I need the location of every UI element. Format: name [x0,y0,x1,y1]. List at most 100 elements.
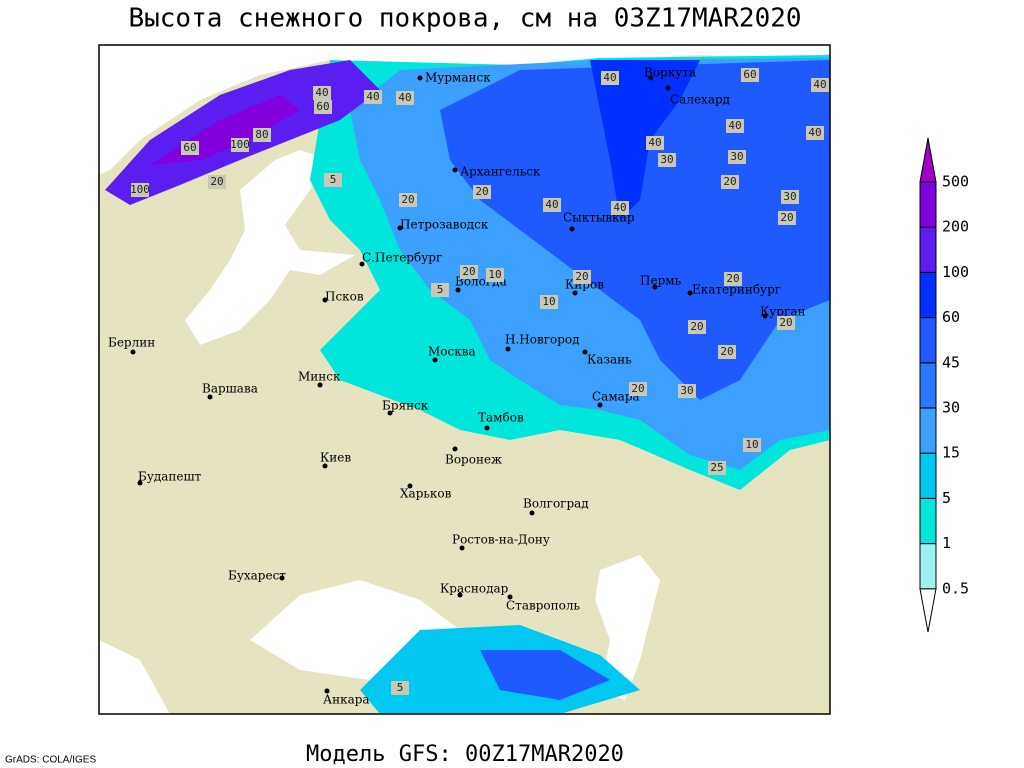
legend-label: 30 [942,399,960,417]
legend-arrow-bottom [919,588,937,633]
city-dot [529,510,535,516]
contour-label-box [573,270,591,284]
contour-label: 20 [631,382,644,395]
contour-label: 20 [690,320,703,333]
city-dot [397,225,403,231]
city-label: Будапешт [138,470,202,484]
city-label: Ставрополь [506,599,580,613]
city-dot [452,446,458,452]
legend-swatch [919,452,937,499]
contour-label-box [391,681,409,695]
contour-label: 40 [808,126,821,139]
city-dot [387,410,393,416]
city-dot [130,349,136,355]
city-label: Псков [325,290,364,304]
city-label: Курган [760,305,805,319]
contour-label: 20 [726,272,739,285]
city-label: С.Петербург [362,251,442,265]
city-label: Воркута [644,66,696,80]
contour-label: 20 [575,270,588,283]
contour-label: 40 [315,86,328,99]
city-dot [762,313,768,319]
legend-label: 45 [942,353,960,371]
contour-label: 20 [462,265,475,278]
contour-label: 20 [401,193,414,206]
map: Мурманск ВоркутаСалехардАрхангельскСыктыв… [98,44,831,715]
baltic-sea [185,150,355,345]
contour-label-box [314,100,332,114]
contour-label-box [726,119,744,133]
contour-label: 25 [710,461,723,474]
city-dot [452,167,458,173]
contour-label-box [781,190,799,204]
contour-label: 10 [488,268,501,281]
city-label: Бухарест [228,569,286,583]
contour-label: 80 [255,128,268,141]
contour-label: 10 [542,295,555,308]
contour-label-box [728,150,746,164]
contour-label-box [324,173,342,187]
contour-label: 5 [330,173,337,186]
city-dot [597,402,603,408]
contour-label-box [399,193,417,207]
title: Высота снежного покрова, см на 03Z17MAR2… [128,4,801,34]
city-label: Воронеж [445,453,502,467]
legend-swatch [919,181,937,228]
city-dot [432,357,438,363]
cities: Мурманск ВоркутаСалехардАрхангельскСыктыв… [108,66,805,707]
contour-label-box [601,71,619,85]
city-dot [505,346,511,352]
legend-swatch [919,271,937,319]
contour-label-box [611,201,629,215]
city-label: Салехард [670,93,730,107]
contour-label-box [721,175,739,189]
contour-label-box [313,86,331,100]
city-label: Тамбов [478,411,524,425]
contour-label-box [688,320,706,334]
contour-label-box [486,268,504,282]
city-label: Н.Новгород [505,333,580,347]
contour-label-box [431,283,449,297]
legend-label: 5 [942,489,951,507]
contour-label: 40 [613,201,626,214]
contour-label: 20 [779,316,792,329]
city-dot [455,287,461,293]
contour-label: 60 [183,141,196,154]
contour-label-box [678,384,696,398]
legend-label: 1 [942,534,951,552]
contour-label-box [777,316,795,330]
legend-label: 100 [942,263,969,281]
contour-label: 30 [730,150,743,163]
contour-label: 20 [720,345,733,358]
contour-label-box [811,78,829,92]
city-dot [582,349,588,355]
legend-swatch [919,497,937,545]
legend-swatch [919,317,937,364]
contour-label: 40 [648,136,661,149]
city-dot [457,592,463,598]
city-dot [569,226,575,232]
contour-label-box [778,211,796,225]
city-label: Ростов-на-Дону [452,533,550,547]
city-dot [687,290,693,296]
contour-label: 20 [210,175,223,188]
snow-caucasus-deep [480,650,610,700]
city-dot [652,284,658,290]
contour-label-box [364,90,382,104]
city-label: Минск [298,370,341,384]
contour-label: 20 [475,185,488,198]
contour-label: 40 [603,71,616,84]
contour-label: 100 [230,138,250,151]
contour-label: 5 [397,681,404,694]
mediterranean [99,640,170,714]
legend-label: 15 [942,444,960,462]
city-dot [279,575,285,581]
contour-label-box [708,461,726,475]
city-label: Казань [587,353,632,367]
credit: GrADS: COLA/IGES [5,755,96,766]
contour-label: 5 [437,283,444,296]
city-label: Харьков [400,487,452,501]
snow-45 [440,60,830,400]
